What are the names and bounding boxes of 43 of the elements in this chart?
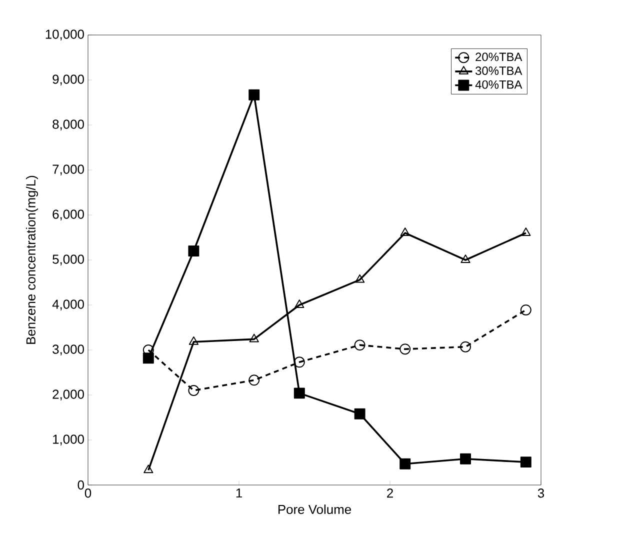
y-tick-label: 8,000 [52, 120, 84, 130]
point [188, 385, 200, 396]
point [520, 304, 532, 316]
legend-label: 20%TBA [476, 52, 522, 62]
y-axis-title: Benzene concentration(mg/L) [26, 176, 38, 344]
point [188, 336, 199, 345]
x-axis-title: Pore Volume [278, 504, 351, 514]
point [400, 228, 410, 236]
y-tick-label: 5,000 [52, 254, 84, 266]
point [248, 374, 260, 386]
y-tick-label: 6,000 [52, 210, 84, 220]
y-tick-label: 2,000 [52, 390, 84, 400]
point [248, 89, 260, 100]
point [521, 228, 531, 236]
point [460, 453, 471, 464]
point [520, 456, 532, 468]
point [144, 464, 154, 474]
x-tick-label: 0 [84, 488, 92, 498]
point [354, 274, 365, 283]
point [188, 246, 200, 256]
point [400, 458, 411, 470]
y-tick-label: 1,000 [53, 434, 84, 446]
point [354, 340, 366, 351]
y-tick-label: 3,000 [52, 344, 84, 356]
y-tick-label: 4,000 [52, 300, 84, 310]
point [354, 408, 366, 420]
point [460, 341, 471, 352]
point [400, 344, 411, 355]
y-tick-label: 9,000 [52, 74, 84, 86]
y-tick-label: 0 [78, 480, 84, 490]
x-tick-label: 1 [236, 488, 242, 498]
point [294, 388, 305, 399]
legend-label: 40%TBA [475, 80, 522, 89]
point [294, 300, 304, 308]
point [460, 254, 470, 263]
x-tick-label: 2 [387, 488, 393, 498]
point [249, 334, 259, 342]
point [142, 352, 154, 364]
y-tick-label: 10,000 [46, 30, 84, 40]
legend-label: 30%TBA [476, 66, 522, 75]
point [294, 356, 305, 368]
y-tick-label: 7,000 [52, 164, 84, 176]
x-tick-label: 3 [538, 488, 544, 498]
